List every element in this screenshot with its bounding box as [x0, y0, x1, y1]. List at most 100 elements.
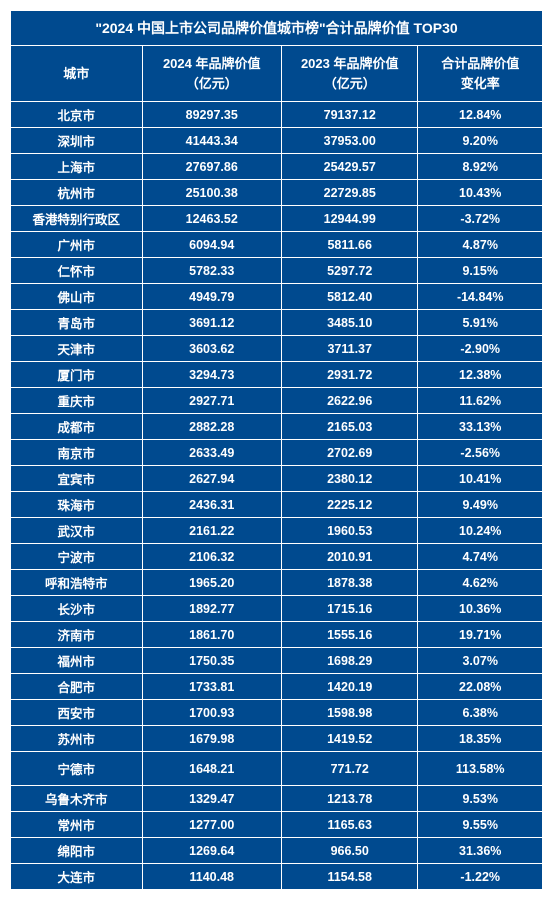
value-2023-cell: 25429.57 — [282, 154, 418, 179]
change-cell: -14.84% — [418, 284, 542, 309]
value-2024-cell: 2161.22 — [143, 518, 282, 543]
value-2023-cell: 79137.12 — [282, 102, 418, 127]
change-cell: 33.13% — [418, 414, 542, 439]
value-2023-cell: 22729.85 — [282, 180, 418, 205]
table-row: 呼和浩特市1965.201878.384.62% — [11, 569, 542, 595]
table-row: 上海市27697.8625429.578.92% — [11, 153, 542, 179]
change-cell: 22.08% — [418, 674, 542, 699]
value-2023-cell: 5811.66 — [282, 232, 418, 257]
table-row: 西安市1700.931598.986.38% — [11, 699, 542, 725]
city-cell: 杭州市 — [11, 180, 143, 205]
value-2023-cell: 1154.58 — [282, 864, 418, 889]
value-2024-cell: 1750.35 — [143, 648, 282, 673]
table-body: 北京市89297.3579137.1212.84%深圳市41443.343795… — [11, 101, 542, 889]
value-2024-cell: 2927.71 — [143, 388, 282, 413]
change-cell: 4.87% — [418, 232, 542, 257]
value-2024-cell: 5782.33 — [143, 258, 282, 283]
table-row: 天津市3603.623711.37-2.90% — [11, 335, 542, 361]
city-cell: 宜宾市 — [11, 466, 143, 491]
value-2023-cell: 5812.40 — [282, 284, 418, 309]
value-2023-cell: 1598.98 — [282, 700, 418, 725]
value-2024-cell: 2436.31 — [143, 492, 282, 517]
value-2023-cell: 12944.99 — [282, 206, 418, 231]
table-row: 南京市2633.492702.69-2.56% — [11, 439, 542, 465]
value-2024-cell: 1140.48 — [143, 864, 282, 889]
value-2024-cell: 1733.81 — [143, 674, 282, 699]
change-cell: 9.15% — [418, 258, 542, 283]
city-cell: 苏州市 — [11, 726, 143, 751]
value-2024-cell: 1679.98 — [143, 726, 282, 751]
value-2024-cell: 27697.86 — [143, 154, 282, 179]
city-cell: 大连市 — [11, 864, 143, 889]
city-cell: 天津市 — [11, 336, 143, 361]
change-cell: 9.20% — [418, 128, 542, 153]
city-cell: 香港特别行政区 — [11, 206, 143, 231]
table-row: 大连市1140.481154.58-1.22% — [11, 863, 542, 889]
table-row: 宜宾市2627.942380.1210.41% — [11, 465, 542, 491]
value-2024-cell: 3603.62 — [143, 336, 282, 361]
change-cell: 9.49% — [418, 492, 542, 517]
change-cell: 4.74% — [418, 544, 542, 569]
header-change-rate: 合计品牌价值变化率 — [418, 46, 542, 101]
value-2023-cell: 1213.78 — [282, 786, 418, 811]
table-row: 仁怀市5782.335297.729.15% — [11, 257, 542, 283]
table-row: 宁德市1648.21771.72113.58% — [11, 751, 542, 785]
change-cell: 10.41% — [418, 466, 542, 491]
value-2023-cell: 37953.00 — [282, 128, 418, 153]
value-2023-cell: 771.72 — [282, 752, 418, 785]
table-row: 珠海市2436.312225.129.49% — [11, 491, 542, 517]
city-cell: 重庆市 — [11, 388, 143, 413]
value-2023-cell: 2165.03 — [282, 414, 418, 439]
table-row: 福州市1750.351698.293.07% — [11, 647, 542, 673]
change-cell: 5.91% — [418, 310, 542, 335]
table-row: 香港特别行政区12463.5212944.99-3.72% — [11, 205, 542, 231]
table-row: 绵阳市1269.64966.5031.36% — [11, 837, 542, 863]
value-2023-cell: 1960.53 — [282, 518, 418, 543]
header-2024-value: 2024 年品牌价值（亿元） — [143, 46, 282, 101]
city-cell: 仁怀市 — [11, 258, 143, 283]
value-2024-cell: 3294.73 — [143, 362, 282, 387]
city-cell: 成都市 — [11, 414, 143, 439]
header-2023-value: 2023 年品牌价值（亿元） — [282, 46, 418, 101]
ranking-table: "2024 中国上市公司品牌价值城市榜"合计品牌价值 TOP30 城市 2024… — [10, 10, 543, 890]
value-2023-cell: 1878.38 — [282, 570, 418, 595]
value-2024-cell: 89297.35 — [143, 102, 282, 127]
city-cell: 济南市 — [11, 622, 143, 647]
value-2024-cell: 25100.38 — [143, 180, 282, 205]
table-title: "2024 中国上市公司品牌价值城市榜"合计品牌价值 TOP30 — [11, 11, 542, 46]
value-2023-cell: 1715.16 — [282, 596, 418, 621]
change-cell: 12.84% — [418, 102, 542, 127]
value-2023-cell: 966.50 — [282, 838, 418, 863]
change-cell: 18.35% — [418, 726, 542, 751]
value-2023-cell: 3485.10 — [282, 310, 418, 335]
value-2024-cell: 1269.64 — [143, 838, 282, 863]
value-2024-cell: 1329.47 — [143, 786, 282, 811]
city-cell: 合肥市 — [11, 674, 143, 699]
value-2024-cell: 2633.49 — [143, 440, 282, 465]
table-row: 宁波市2106.322010.914.74% — [11, 543, 542, 569]
change-cell: 113.58% — [418, 752, 542, 785]
value-2024-cell: 1277.00 — [143, 812, 282, 837]
city-cell: 青岛市 — [11, 310, 143, 335]
value-2023-cell: 1419.52 — [282, 726, 418, 751]
table-row: 重庆市2927.712622.9611.62% — [11, 387, 542, 413]
value-2023-cell: 2225.12 — [282, 492, 418, 517]
table-row: 北京市89297.3579137.1212.84% — [11, 101, 542, 127]
change-cell: 11.62% — [418, 388, 542, 413]
table-row: 广州市6094.945811.664.87% — [11, 231, 542, 257]
value-2023-cell: 5297.72 — [282, 258, 418, 283]
value-2024-cell: 2627.94 — [143, 466, 282, 491]
table-row: 苏州市1679.981419.5218.35% — [11, 725, 542, 751]
value-2023-cell: 1420.19 — [282, 674, 418, 699]
city-cell: 常州市 — [11, 812, 143, 837]
table-row: 济南市1861.701555.1619.71% — [11, 621, 542, 647]
city-cell: 深圳市 — [11, 128, 143, 153]
change-cell: 3.07% — [418, 648, 542, 673]
table-row: 厦门市3294.732931.7212.38% — [11, 361, 542, 387]
value-2024-cell: 41443.34 — [143, 128, 282, 153]
change-cell: 9.55% — [418, 812, 542, 837]
value-2023-cell: 2622.96 — [282, 388, 418, 413]
city-cell: 宁德市 — [11, 752, 143, 785]
change-cell: 10.24% — [418, 518, 542, 543]
value-2023-cell: 1165.63 — [282, 812, 418, 837]
